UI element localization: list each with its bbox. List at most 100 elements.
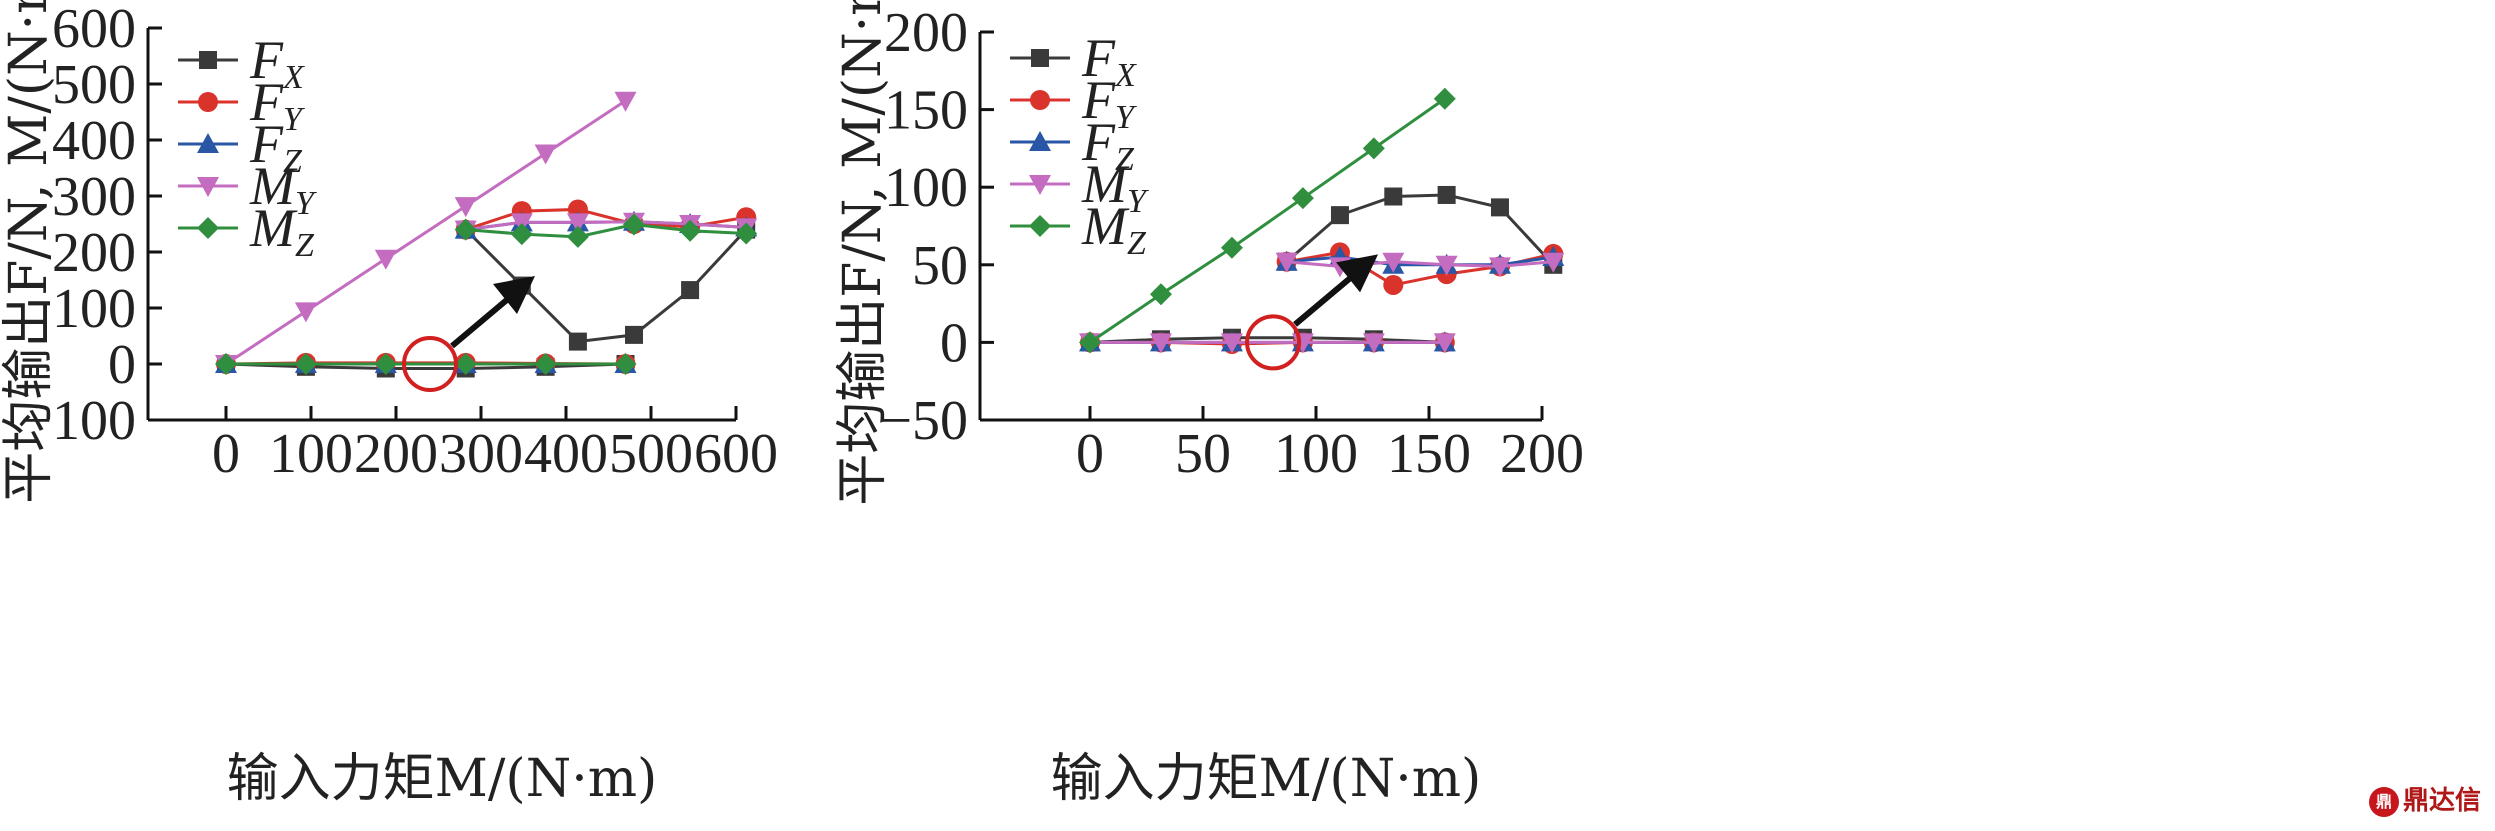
legend-label-FZ: FZ xyxy=(1081,112,1135,178)
point-MZ xyxy=(1149,283,1172,306)
x-tick-label: 0 xyxy=(212,423,240,485)
inset-point-MZ xyxy=(566,225,589,248)
highlight-circle xyxy=(1245,314,1302,371)
inset-point-FX xyxy=(681,281,700,300)
y-tick-label: 0 xyxy=(940,312,968,374)
x-tick-label: 300 xyxy=(439,423,523,485)
point-MZ xyxy=(1079,331,1101,354)
inset-point-FX xyxy=(1384,187,1403,206)
legend-label-MZ: MZ xyxy=(1081,196,1147,262)
legend-marker-MY xyxy=(197,177,219,197)
legend-label-FY: FY xyxy=(249,72,305,138)
inset-line-FX xyxy=(464,228,748,344)
inset-point-MY xyxy=(1488,257,1511,278)
y-axis-label: 平均输出F/N, M/(N·m) xyxy=(833,0,893,506)
y-tick-label: 200 xyxy=(52,222,136,284)
point-MY xyxy=(454,197,477,218)
inset-point-MZ xyxy=(510,223,533,246)
inset-point-MZ xyxy=(679,219,702,242)
x-axis-label: 输入力矩M/(N·m) xyxy=(1051,749,1482,809)
x-tick-label: 150 xyxy=(1387,423,1471,485)
legend-marker-MZ xyxy=(197,217,219,239)
inset-point-MY xyxy=(566,213,589,234)
inset-line-MY xyxy=(465,220,747,232)
y-tick-label: 400 xyxy=(52,110,136,172)
y-tick-label: −50 xyxy=(880,390,968,452)
series-line-FX xyxy=(1089,336,1445,344)
legend-marker-MZ xyxy=(1029,215,1051,237)
y-axis-label: 平均输出F/N, M/(N·m) xyxy=(0,0,59,504)
legend-marker-FZ xyxy=(1029,131,1051,151)
legend-label-FX: FX xyxy=(249,30,305,96)
highlight-circle xyxy=(402,336,458,392)
x-tick-label: 600 xyxy=(694,423,778,485)
legend-label-FY: FY xyxy=(1081,70,1137,136)
legend-marker-FX xyxy=(199,51,217,69)
inset-point-FX xyxy=(1490,198,1509,217)
y-tick-label: 100 xyxy=(52,278,136,340)
y-tick-label: 100 xyxy=(884,157,968,219)
inset-point-MY xyxy=(1435,255,1458,276)
legend-label-MY: MY xyxy=(249,156,317,222)
legend-marker-FY xyxy=(198,92,218,112)
y-tick-label: 500 xyxy=(52,54,136,116)
point-MZ xyxy=(294,353,317,375)
series-line-MY xyxy=(225,99,627,366)
x-tick-label: 50 xyxy=(1175,423,1231,485)
legend-marker-FZ xyxy=(197,133,219,153)
point-MY xyxy=(534,144,557,165)
x-tick-label: 100 xyxy=(1274,423,1358,485)
legend-label-MY: MY xyxy=(1081,154,1149,220)
x-tick-label: 0 xyxy=(1076,423,1104,485)
inset-point-MY xyxy=(1382,252,1405,273)
point-MZ xyxy=(374,353,397,375)
point-MY xyxy=(1362,333,1385,354)
point-MZ xyxy=(534,353,557,375)
watermark-badge: 鼎 xyxy=(2368,786,2399,817)
x-tick-label: 200 xyxy=(354,423,438,485)
x-axis-label: 输入力矩M/(N·m) xyxy=(227,749,658,809)
point-MY xyxy=(1433,333,1456,354)
inset-point-MZ xyxy=(623,213,645,236)
inset-line-FY xyxy=(465,207,747,232)
y-tick-label: 300 xyxy=(52,166,136,228)
series-line-MZ xyxy=(1089,97,1446,344)
y-tick-label: 600 xyxy=(52,0,136,60)
y-tick-label: 50 xyxy=(912,235,968,297)
point-MZ xyxy=(454,353,477,375)
inset-point-FX xyxy=(568,332,587,351)
point-MY xyxy=(1149,333,1172,354)
point-MZ xyxy=(1220,236,1243,259)
y-tick-label: 0 xyxy=(108,334,136,396)
series-line-FX xyxy=(225,362,626,370)
inset-point-FY xyxy=(1383,274,1404,295)
point-MZ xyxy=(1291,187,1314,210)
point-MZ xyxy=(215,353,237,375)
watermark-text: 鼎达信 xyxy=(2402,786,2481,816)
point-MY xyxy=(1220,333,1243,354)
legend-label-FZ: FZ xyxy=(249,114,303,180)
y-tick-label: 200 xyxy=(884,2,968,64)
point-MZ xyxy=(1433,87,1456,110)
inset-point-FX xyxy=(1437,185,1456,204)
inset-line-MY xyxy=(1286,260,1554,268)
inset-point-MY xyxy=(1542,252,1565,273)
y-tick-label: −100 xyxy=(20,390,136,452)
zoom-arrow-head xyxy=(493,276,535,314)
x-tick-label: 400 xyxy=(524,423,608,485)
legend-marker-FX xyxy=(1031,49,1049,67)
y-tick-label: 150 xyxy=(884,80,968,142)
legend-marker-FY xyxy=(1030,90,1050,110)
x-tick-label: 500 xyxy=(609,423,693,485)
inset-point-FX xyxy=(1330,206,1349,225)
x-tick-label: 200 xyxy=(1500,423,1584,485)
inset-point-FX xyxy=(625,325,643,344)
zoom-arrow-head xyxy=(1336,254,1379,293)
inset-point-MZ xyxy=(735,222,758,245)
point-MZ xyxy=(1362,137,1385,160)
inset-point-MZ xyxy=(454,218,477,241)
inset-point-MY xyxy=(1275,252,1298,273)
